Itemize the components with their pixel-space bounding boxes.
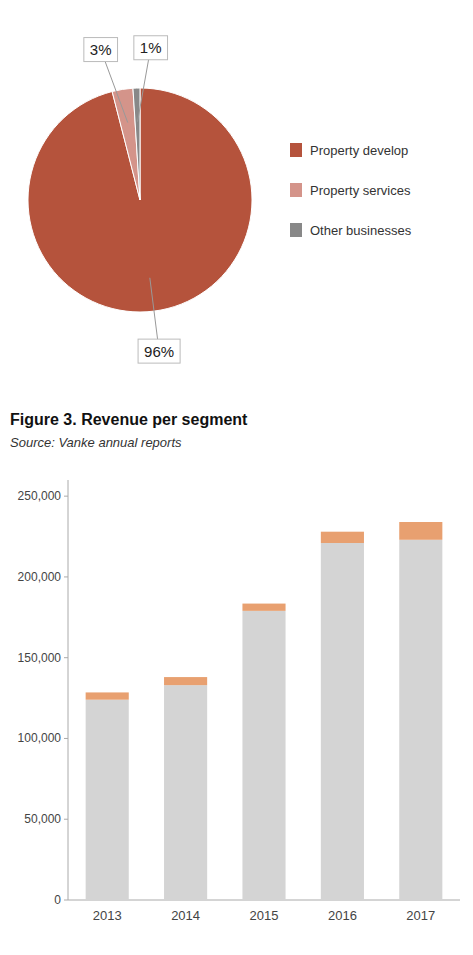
x-tick-label: 2014	[171, 908, 200, 923]
x-tick-label: 2017	[406, 908, 435, 923]
legend-swatch	[290, 143, 302, 157]
bar-segment	[321, 543, 364, 900]
title: Figure 3. Revenue per segment	[10, 411, 248, 428]
bar-segment	[399, 540, 442, 900]
bar-segment	[242, 604, 285, 611]
y-tick-label: 100,000	[18, 731, 62, 745]
legend-swatch	[290, 183, 302, 197]
y-tick-label: 0	[54, 893, 61, 907]
pie-slice	[112, 88, 140, 200]
label-box	[134, 36, 168, 60]
y-tick	[64, 819, 68, 820]
chart-root: 96% 3% 1% Property develop Property services…	[0, 0, 473, 955]
y-tick-label: 150,000	[18, 651, 62, 665]
y-tick	[64, 738, 68, 739]
pie-slice	[133, 88, 140, 200]
label-box	[84, 38, 118, 62]
y-tick	[64, 496, 68, 497]
bar-segment	[164, 685, 207, 900]
x-tick-label: 2016	[328, 908, 357, 923]
y-tick	[64, 576, 68, 577]
bar-segment	[164, 677, 207, 685]
bar-segment	[242, 611, 285, 900]
y-tick	[64, 657, 68, 658]
axes: 0 50,000 100,000 150,000 200,000 250,000 2013 2…	[18, 480, 460, 923]
y-tick-label: 50,000	[24, 812, 61, 826]
bars	[86, 522, 443, 900]
pie-label: 3%	[90, 41, 112, 58]
bar-segment	[86, 692, 129, 699]
pie	[28, 88, 252, 312]
bar-segment	[321, 532, 364, 543]
x-tick-label: 2013	[93, 908, 122, 923]
subtitle: Source: Vanke annual reports	[10, 435, 182, 450]
pie-annotations: 96% 3% 1%	[84, 36, 180, 363]
pie-label: 96%	[144, 343, 174, 360]
x-tick-label: 2015	[250, 908, 279, 923]
pie-slice	[28, 88, 252, 312]
pie-label: 1%	[140, 39, 162, 56]
y-axis-line	[68, 480, 69, 900]
legend-entry: Property develop	[310, 143, 408, 158]
y-tick-label: 250,000	[18, 489, 62, 503]
legend-swatch	[290, 223, 302, 237]
legend-entry: Other businesses	[310, 223, 412, 238]
legend-entry: Property services	[310, 183, 411, 198]
bar-segment	[399, 522, 442, 540]
bar-segment	[86, 700, 129, 900]
legend: Property develop Property services Other b…	[290, 143, 412, 238]
label-box	[138, 339, 180, 363]
y-tick-label: 200,000	[18, 570, 62, 584]
y-tick	[64, 900, 68, 901]
